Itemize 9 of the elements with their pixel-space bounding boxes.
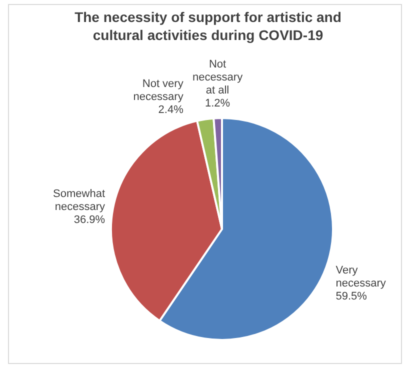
data-label: 1.2% [204, 98, 230, 110]
data-label: 36.9% [74, 214, 106, 226]
slice-label: Very necessary [336, 264, 386, 290]
slice-label: Somewhat necessary [53, 188, 106, 214]
slice-label: Not very necessary [133, 78, 184, 103]
slice-label: Not necessary at all [192, 58, 244, 97]
data-label: 2.4% [158, 104, 184, 116]
data-label: 59.5% [336, 290, 368, 303]
chart-title: The necessity of support for artistic and cultural activities during COVID-19 [74, 8, 342, 44]
